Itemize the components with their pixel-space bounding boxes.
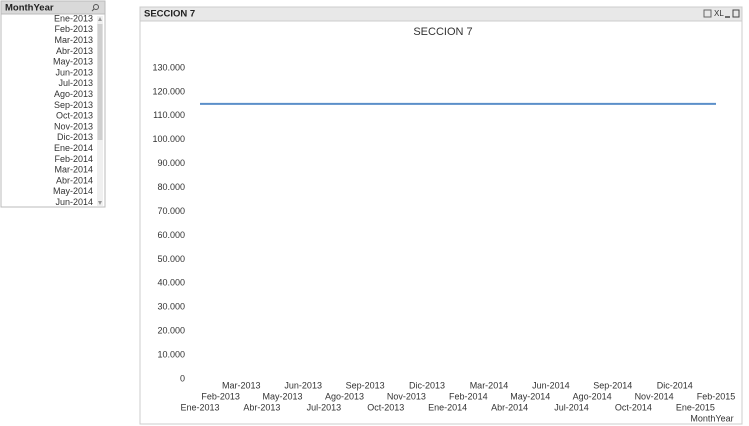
x-tick-label: Ene-2013 [180,402,219,412]
listbox-title: MonthYear [5,3,54,14]
listbox-item[interactable]: Abr-2014 [56,175,93,185]
x-tick-label: Jun-2014 [532,380,570,390]
x-tick-label: Ago-2014 [573,391,612,401]
listbox-item[interactable]: May-2013 [53,57,93,67]
y-tick-label: 60.000 [157,230,185,240]
x-tick-label: Jul-2014 [554,402,589,412]
x-tick-label: Nov-2013 [387,391,426,401]
window-caption: SECCION 7 [144,9,195,20]
y-tick-label: 20.000 [157,326,185,336]
x-tick-label: Feb-2014 [449,391,488,401]
y-tick-label: 50.000 [157,254,185,264]
listbox-item[interactable]: Mar-2014 [54,165,93,175]
y-tick-label: 10.000 [157,349,185,359]
y-tick-label: 30.000 [157,302,185,312]
x-tick-label: May-2013 [263,391,303,401]
x-tick-label: Sep-2013 [346,380,385,390]
x-tick-label: Ene-2015 [676,402,715,412]
x-tick-label: Mar-2013 [222,380,261,390]
listbox-item[interactable]: Nov-2013 [54,121,93,131]
x-tick-label: Oct-2013 [367,402,404,412]
x-tick-label: Dic-2013 [409,380,445,390]
print-icon[interactable] [703,9,712,18]
x-tick-label: Nov-2014 [635,391,674,401]
scroll-down[interactable] [98,201,102,205]
listbox-item[interactable]: May-2014 [53,186,93,196]
chart-title: SECCION 7 [413,26,472,38]
x-tick-label: Jun-2013 [284,380,322,390]
x-tick-label: Ago-2013 [325,391,364,401]
x-tick-label: Feb-2013 [201,391,240,401]
y-tick-label: 90.000 [157,158,185,168]
x-tick-label: Mar-2014 [470,380,509,390]
scrollbar-thumb[interactable] [97,24,103,140]
x-tick-label: Oct-2014 [615,402,652,412]
listbox-item[interactable]: Feb-2014 [54,154,93,164]
x-axis-label: MonthYear [690,413,733,423]
search-icon[interactable] [93,4,99,10]
listbox-item[interactable]: Mar-2013 [54,35,93,45]
y-tick-label: 130.000 [152,62,185,72]
listbox-item[interactable]: Ago-2013 [54,89,93,99]
maximize-button[interactable] [732,9,740,18]
listbox-item[interactable]: Ene-2014 [54,143,93,153]
y-tick-label: 0 [180,373,185,383]
chart-window [139,6,743,425]
x-tick-label: Abr-2013 [243,402,280,412]
listbox-item[interactable]: Jul-2013 [58,78,93,88]
listbox-item[interactable]: Jun-2013 [55,67,93,77]
listbox-item[interactable]: Feb-2013 [54,24,93,34]
listbox-item[interactable]: Sep-2013 [54,100,93,110]
x-tick-label: May-2014 [510,391,550,401]
y-tick-label: 40.000 [157,278,185,288]
listbox-item[interactable]: Dic-2013 [57,132,93,142]
x-tick-label: Abr-2014 [491,402,528,412]
y-tick-label: 100.000 [152,134,185,144]
export-button[interactable]: XL [714,9,724,18]
listbox [0,0,106,208]
y-tick-label: 110.000 [153,110,185,120]
listbox-item[interactable]: Ene-2013 [54,13,93,23]
listbox-item[interactable]: Abr-2013 [56,46,93,56]
scroll-up[interactable] [98,17,102,21]
search-icon-handle [91,8,95,12]
y-tick-label: 80.000 [157,182,185,192]
y-tick-label: 70.000 [157,206,185,216]
listbox-item[interactable]: Jun-2014 [55,197,93,207]
x-tick-label: Sep-2014 [593,380,632,390]
x-tick-label: Feb-2015 [697,391,736,401]
y-tick-label: 120.000 [152,86,185,96]
listbox-item[interactable]: Oct-2013 [56,111,93,121]
chart-caption [139,6,743,22]
x-tick-label: Dic-2014 [657,380,693,390]
x-tick-label: Ene-2014 [428,402,467,412]
x-tick-label: Jul-2013 [307,402,342,412]
listbox-caption [0,0,106,15]
